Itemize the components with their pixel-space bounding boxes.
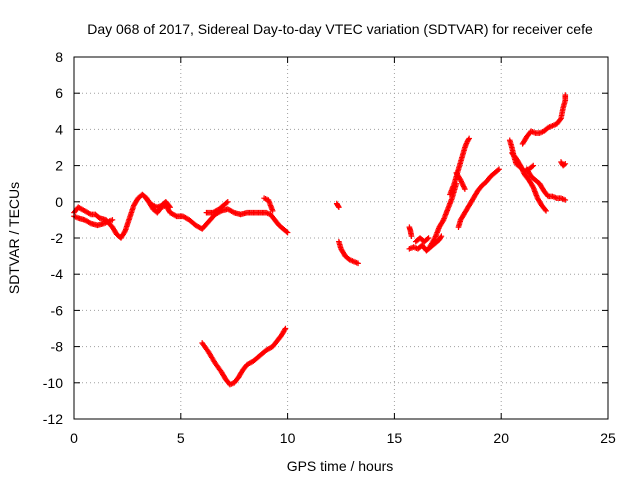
x-tick-label: 15 bbox=[387, 430, 403, 446]
y-tick-label: -8 bbox=[51, 339, 64, 355]
y-tick-label: 2 bbox=[55, 158, 63, 174]
x-tick-label: 10 bbox=[280, 430, 296, 446]
data-point bbox=[466, 135, 472, 142]
y-tick-label: -10 bbox=[43, 375, 63, 391]
data-point bbox=[530, 162, 537, 169]
data-point bbox=[282, 325, 289, 332]
data-point bbox=[121, 229, 128, 235]
data-point bbox=[542, 206, 549, 213]
data-point bbox=[438, 233, 445, 239]
data-point bbox=[109, 217, 116, 223]
data-point bbox=[437, 234, 444, 241]
data-point bbox=[543, 208, 549, 214]
y-tick-label: -2 bbox=[51, 230, 64, 246]
data-point bbox=[336, 204, 342, 211]
data-point bbox=[284, 229, 291, 236]
y-tick-label: -6 bbox=[51, 302, 64, 318]
data-point bbox=[269, 208, 276, 214]
data-point bbox=[557, 116, 563, 123]
y-tick-label: 8 bbox=[55, 49, 63, 65]
axis-ticks: 0 5 10 15 20 25 -12 -10 -8 -6 -4 -2 0 2 4 6 8 bbox=[43, 49, 616, 446]
data-point bbox=[283, 228, 290, 235]
data-point bbox=[562, 197, 569, 203]
data-point bbox=[424, 236, 431, 242]
data-point bbox=[355, 260, 361, 267]
data-point bbox=[462, 186, 468, 192]
x-tick-label: 20 bbox=[493, 430, 509, 446]
data-points bbox=[71, 92, 569, 388]
x-tick-label: 0 bbox=[70, 430, 78, 446]
data-point bbox=[166, 203, 173, 209]
data-point bbox=[465, 136, 472, 143]
data-point bbox=[562, 92, 569, 98]
y-tick-label: 4 bbox=[55, 121, 63, 137]
x-tick-label: 5 bbox=[177, 430, 185, 446]
y-axis-label: SDTVAR / TECUs bbox=[6, 182, 22, 294]
data-point bbox=[224, 199, 231, 205]
data-point bbox=[495, 167, 501, 173]
data-point bbox=[425, 235, 432, 241]
grid-lines bbox=[74, 57, 608, 419]
y-tick-label: -4 bbox=[51, 266, 64, 282]
chart-title: Day 068 of 2017, Sidereal Day-to-day VTE… bbox=[87, 21, 593, 37]
y-tick-label: 6 bbox=[55, 85, 63, 101]
data-point bbox=[562, 160, 569, 167]
data-point bbox=[440, 218, 446, 224]
y-tick-label: -12 bbox=[43, 411, 63, 427]
data-point bbox=[408, 233, 415, 239]
data-point bbox=[529, 183, 536, 189]
x-axis-label: GPS time / hours bbox=[287, 458, 394, 474]
x-tick-label: 25 bbox=[600, 430, 616, 446]
data-point bbox=[496, 166, 502, 173]
data-point bbox=[561, 161, 568, 168]
data-point bbox=[281, 326, 288, 333]
data-point bbox=[167, 204, 173, 211]
y-tick-label: 0 bbox=[55, 194, 63, 210]
data-point bbox=[529, 163, 535, 170]
data-point bbox=[223, 199, 230, 206]
